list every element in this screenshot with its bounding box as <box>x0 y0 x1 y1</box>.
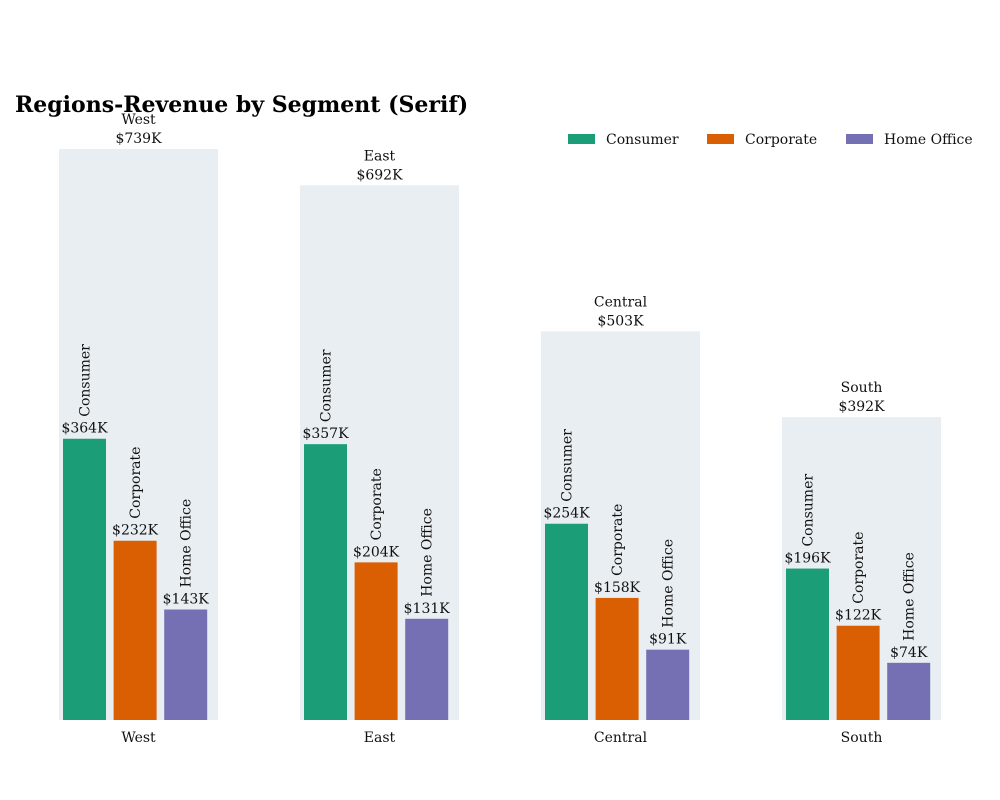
segment-label-west-home-office: Home Office <box>179 499 195 588</box>
bar-east-corporate <box>354 562 398 720</box>
total-category-label-south: South <box>841 380 883 396</box>
segment-label-central-consumer: Consumer <box>560 429 576 502</box>
legend-swatch-corporate <box>707 134 734 144</box>
bar-south-consumer <box>786 568 829 720</box>
value-label-south-consumer: $196K <box>784 551 831 567</box>
segment-label-east-home-office: Home Office <box>420 508 436 597</box>
segment-label-central-corporate: Corporate <box>610 504 626 576</box>
x-tick-label-east: East <box>364 730 396 746</box>
bar-east-home-office <box>405 618 449 720</box>
bar-west-consumer <box>63 438 106 720</box>
segment-label-south-home-office: Home Office <box>902 552 918 641</box>
bar-south-corporate <box>836 625 880 720</box>
value-label-central-home-office: $91K <box>649 632 687 648</box>
segment-label-east-consumer: Consumer <box>319 349 335 422</box>
segment-label-west-corporate: Corporate <box>128 447 144 519</box>
value-label-west-corporate: $232K <box>112 523 159 539</box>
total-category-label-central: Central <box>594 294 648 310</box>
bar-west-corporate <box>113 540 157 720</box>
legend-label-consumer: Consumer <box>606 132 679 148</box>
legend-swatch-home-office <box>846 134 873 144</box>
x-tick-label-central: Central <box>594 730 648 746</box>
value-label-west-home-office: $143K <box>163 592 210 608</box>
bar-east-consumer <box>304 444 347 720</box>
total-category-label-east: East <box>364 148 396 164</box>
total-value-label-west: $739K <box>115 131 162 147</box>
value-label-east-consumer: $357K <box>302 426 349 442</box>
value-label-west-consumer: $364K <box>61 421 108 437</box>
total-value-label-east: $692K <box>356 167 403 183</box>
value-label-south-corporate: $122K <box>835 608 882 624</box>
segment-label-south-corporate: Corporate <box>851 532 867 604</box>
value-label-central-corporate: $158K <box>594 580 641 596</box>
bar-central-consumer <box>545 523 588 720</box>
legend-label-corporate: Corporate <box>745 132 817 148</box>
segment-label-west-consumer: Consumer <box>78 344 94 417</box>
value-label-central-consumer: $254K <box>543 506 590 522</box>
legend-label-home-office: Home Office <box>884 132 973 148</box>
value-label-east-home-office: $131K <box>404 601 451 617</box>
plot-area: West $739K $364K Consumer $232K Corporate $143… <box>59 112 941 746</box>
bar-west-home-office <box>164 609 208 720</box>
total-category-label-west: West <box>121 112 156 128</box>
segment-label-south-consumer: Consumer <box>801 474 817 547</box>
group-east: East $692K $357K Consumer $204K Corporate $131… <box>300 148 459 746</box>
value-label-south-home-office: $74K <box>890 645 928 661</box>
legend-swatch-consumer <box>568 134 595 144</box>
total-value-label-south: $392K <box>838 399 885 415</box>
group-south: South $392K $196K Consumer $122K Corporate $74… <box>782 380 941 746</box>
x-tick-label-west: West <box>121 730 156 746</box>
bar-central-corporate <box>595 597 639 720</box>
bar-central-home-office <box>646 649 690 720</box>
legend: Consumer Corporate Home Office <box>568 132 973 148</box>
x-tick-label-south: South <box>841 730 883 746</box>
value-label-east-corporate: $204K <box>353 544 400 560</box>
group-west: West $739K $364K Consumer $232K Corporate $143… <box>59 112 218 746</box>
segment-label-east-corporate: Corporate <box>369 468 385 540</box>
chart-title: Regions-Revenue by Segment (Serif) <box>15 92 468 118</box>
segment-label-central-home-office: Home Office <box>661 539 677 628</box>
bar-south-home-office <box>887 662 931 720</box>
group-central: Central $503K $254K Consumer $158K Corporate $… <box>541 294 700 746</box>
total-value-label-central: $503K <box>597 313 644 329</box>
